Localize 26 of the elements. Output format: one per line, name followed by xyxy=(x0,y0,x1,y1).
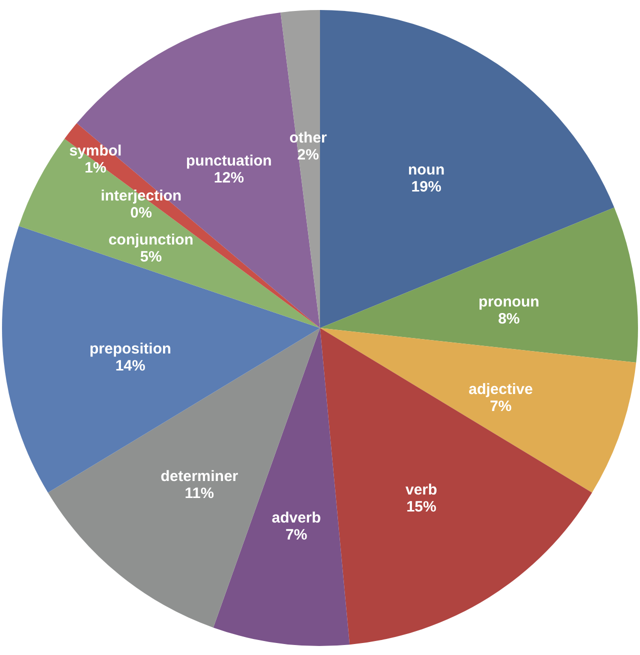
data-label: 1% xyxy=(84,160,106,177)
data-label: 2% xyxy=(297,146,319,164)
data-label: 12% xyxy=(214,169,244,186)
slice-label: adjective xyxy=(468,381,533,398)
data-label: 11% xyxy=(184,484,214,502)
data-label: 5% xyxy=(140,248,162,266)
pie-slice xyxy=(320,328,592,645)
pie-slice xyxy=(320,328,636,493)
slice-label: preposition xyxy=(89,340,172,358)
data-label: 19% xyxy=(411,178,442,196)
slice-label: noun xyxy=(408,162,445,179)
data-label: 7% xyxy=(490,398,512,416)
pie-slice xyxy=(320,207,638,363)
slice-label: determiner xyxy=(160,468,238,485)
slice-label: punctuation xyxy=(186,152,272,170)
slice-label: adverb xyxy=(272,509,321,526)
pie-slice xyxy=(48,328,320,628)
data-label: 15% xyxy=(406,498,436,516)
data-label: 14% xyxy=(115,358,146,375)
slice-label: symbol xyxy=(69,142,122,160)
text: 0% xyxy=(130,204,152,222)
data-label: 7% xyxy=(285,526,308,544)
slice-label: verb xyxy=(405,482,438,499)
slice-label: pronoun xyxy=(478,293,540,310)
slice-label: conjunction xyxy=(108,232,194,249)
data-label: 8% xyxy=(498,310,520,328)
